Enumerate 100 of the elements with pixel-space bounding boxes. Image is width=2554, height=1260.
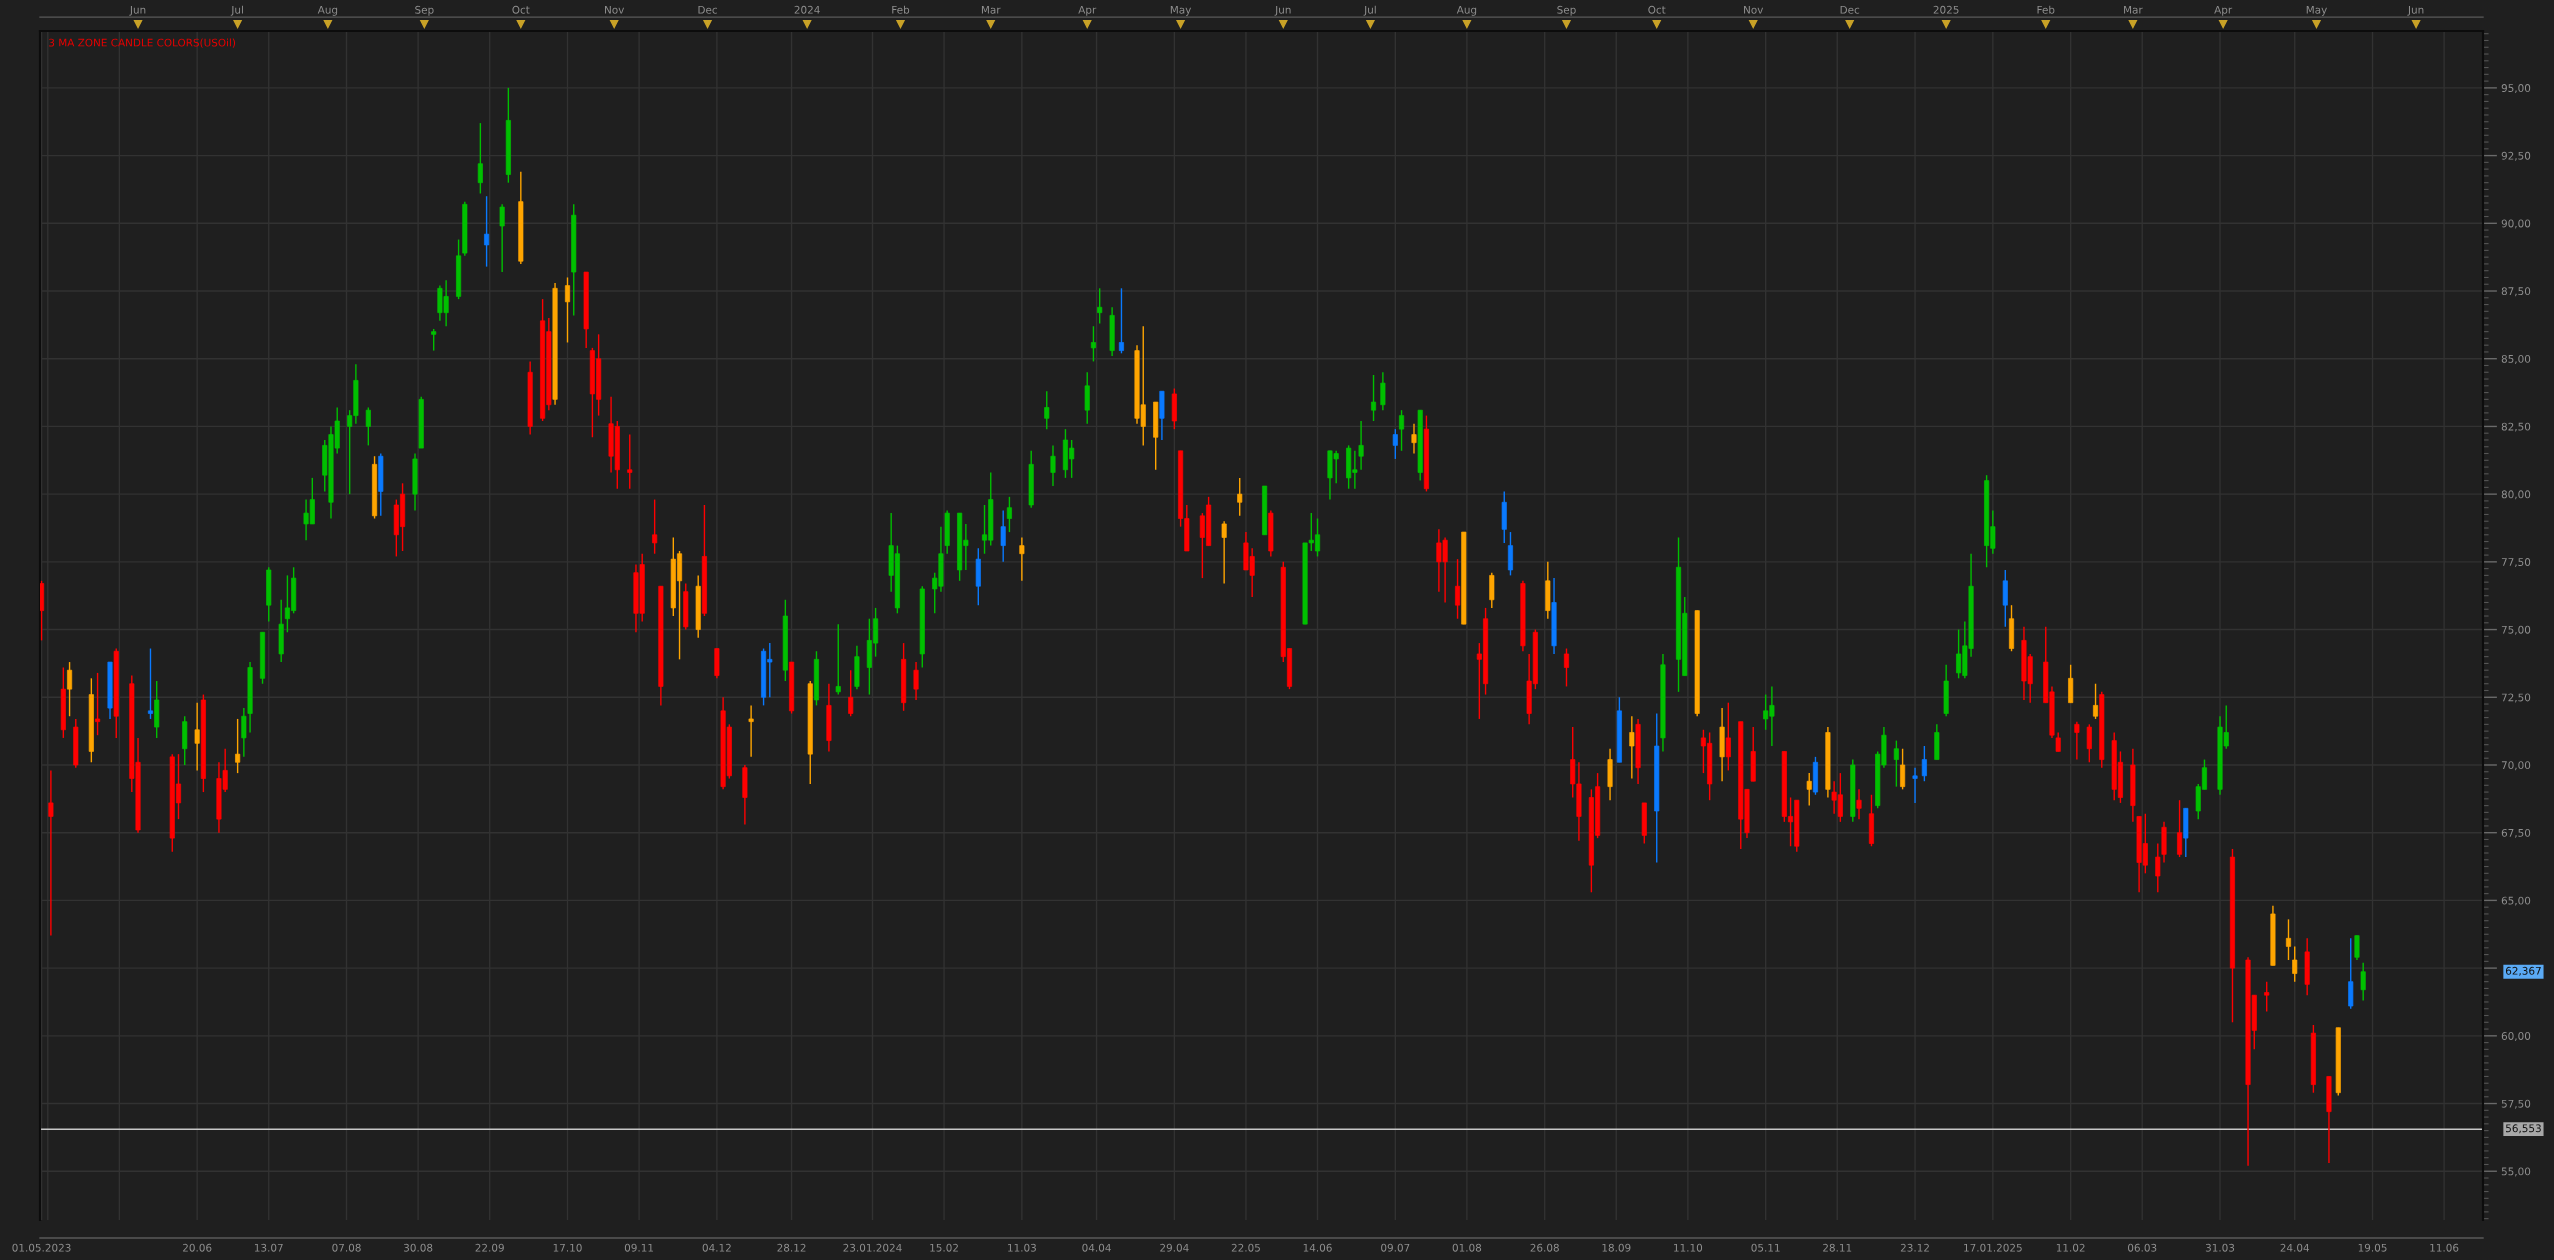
x2-tick-label: Jun	[2407, 5, 2424, 16]
y-tick-label: 85,00	[2501, 354, 2531, 364]
candlestick	[1900, 748, 1906, 791]
candlestick	[2155, 842, 2161, 893]
candlestick	[835, 623, 841, 696]
x-tick-label: 01.05.2023	[12, 1243, 71, 1252]
x-tick-label: 29.04	[1160, 1243, 1189, 1252]
x-tick-label: 01.08	[1452, 1243, 1482, 1252]
candlestick	[499, 203, 505, 273]
candlestick	[1912, 766, 1918, 804]
x2-tick-label: May	[1170, 5, 1192, 16]
x2-tick-label: Feb	[892, 5, 910, 14]
y-tick-label: 87,50	[2501, 287, 2531, 297]
x-tick-label: 17.01.2025	[1964, 1243, 2022, 1252]
candlestick	[2285, 918, 2292, 961]
y-tick-label: 67,50	[2501, 828, 2531, 838]
candlestick	[2177, 799, 2183, 858]
candlestick	[1455, 558, 1461, 620]
x-tick-label: 11.02	[2056, 1243, 2085, 1252]
candlestick	[365, 406, 371, 447]
x2-tick-label: Oct	[1648, 5, 1666, 14]
x-tick-label: 13.07	[254, 1243, 283, 1252]
x-tick-label: 18.09	[1602, 1243, 1631, 1252]
candlestick	[1006, 496, 1012, 533]
y-tick-label: 92,50	[2501, 151, 2531, 161]
x-tick-label: 22.05	[1231, 1243, 1260, 1252]
candlestick	[1050, 444, 1056, 487]
y-tick-label: 57,50	[2501, 1099, 2531, 1109]
x2-tick-label: Sep	[415, 5, 434, 16]
x-tick-label: 19.05	[2358, 1243, 2387, 1252]
candlestick	[1237, 477, 1243, 517]
candlestick	[2055, 731, 2061, 753]
candlestick	[1399, 409, 1405, 452]
candlestick	[652, 498, 658, 555]
candlestick	[1921, 745, 1927, 782]
x-tick-label: 11.03	[1008, 1243, 1036, 1252]
candlestick	[1221, 520, 1227, 585]
x2-tick-label: Nov	[605, 5, 625, 14]
candlestick	[1629, 715, 1635, 780]
candlestick	[1563, 647, 1570, 688]
candlestick	[2074, 720, 2080, 761]
x2-tick-label: 2024	[794, 5, 820, 14]
candlestick	[2360, 962, 2366, 1002]
x-tick-label: 20.06	[183, 1243, 212, 1252]
candlestick	[2354, 934, 2360, 961]
candlestick	[1044, 390, 1050, 430]
candlestick	[2093, 683, 2099, 720]
candlestick	[67, 661, 73, 717]
candlestick	[241, 707, 247, 758]
y-tick-label: 90,00	[2501, 219, 2531, 229]
candlestick	[477, 122, 483, 195]
candlestick	[564, 276, 571, 344]
candlestick	[1392, 428, 1398, 460]
x2-tick-label: Sep	[1557, 5, 1576, 16]
candlestick	[1000, 509, 1006, 563]
candlestick	[2292, 945, 2298, 983]
candlestick	[2264, 980, 2270, 1013]
y-tick-label: 95,00	[2501, 84, 2531, 94]
y-tick-label: 70,00	[2501, 761, 2531, 771]
x2-tick-label: Jul	[230, 5, 243, 16]
x-tick-label: 09.11	[624, 1243, 654, 1252]
x2-tick-label: Dec	[1840, 5, 1860, 14]
candlestick	[1118, 287, 1124, 354]
x-tick-label: 11.06	[2430, 1243, 2459, 1252]
x2-tick-label: Mar	[2124, 5, 2143, 14]
candlestick	[484, 195, 490, 268]
x2-tick-label: Feb	[2037, 5, 2055, 14]
candlestick	[1090, 325, 1096, 363]
ref-line-label: 56,553	[2506, 1124, 2541, 1134]
candlestick	[1856, 788, 1862, 820]
x-tick-label: 06.03	[2128, 1243, 2157, 1252]
x-tick-label: 24.04	[2280, 1243, 2310, 1252]
candlestick	[1097, 287, 1103, 325]
x-tick-label: 28.12	[777, 1243, 806, 1252]
candlestick	[1411, 423, 1417, 455]
x2-tick-label: Aug	[1456, 5, 1477, 16]
x2-tick-label: 2025	[1933, 5, 1959, 14]
x-tick-label: 31.03	[2205, 1243, 2235, 1252]
x2-tick-label: Jun	[1274, 5, 1291, 16]
x-tick-label: 07.08	[332, 1243, 361, 1252]
candlestick	[848, 669, 854, 717]
candlestick	[748, 704, 754, 758]
y-tick-label: 60,00	[2501, 1032, 2531, 1041]
x2-tick-label: Mar	[981, 5, 1001, 14]
x2-tick-label: Oct	[512, 5, 530, 14]
x-tick-label: 22.09	[475, 1243, 504, 1252]
candlestick	[95, 672, 101, 736]
candlestick	[1371, 374, 1377, 422]
x2-tick-label: Jun	[129, 5, 146, 16]
candlestick	[48, 769, 54, 937]
candlestick	[913, 661, 919, 701]
x2-tick-label: Apr	[2214, 5, 2233, 16]
x-tick-label: 23.01.2024	[843, 1243, 902, 1252]
x2-tick-label: Apr	[1078, 5, 1097, 16]
candlestick	[1019, 536, 1025, 582]
candlestick	[627, 433, 633, 490]
x-tick-label: 26.08	[1530, 1243, 1559, 1252]
x-tick-label: 14.06	[1303, 1243, 1332, 1252]
x2-tick-label: Dec	[698, 5, 717, 14]
x-tick-label: 11.10	[1674, 1243, 1703, 1252]
